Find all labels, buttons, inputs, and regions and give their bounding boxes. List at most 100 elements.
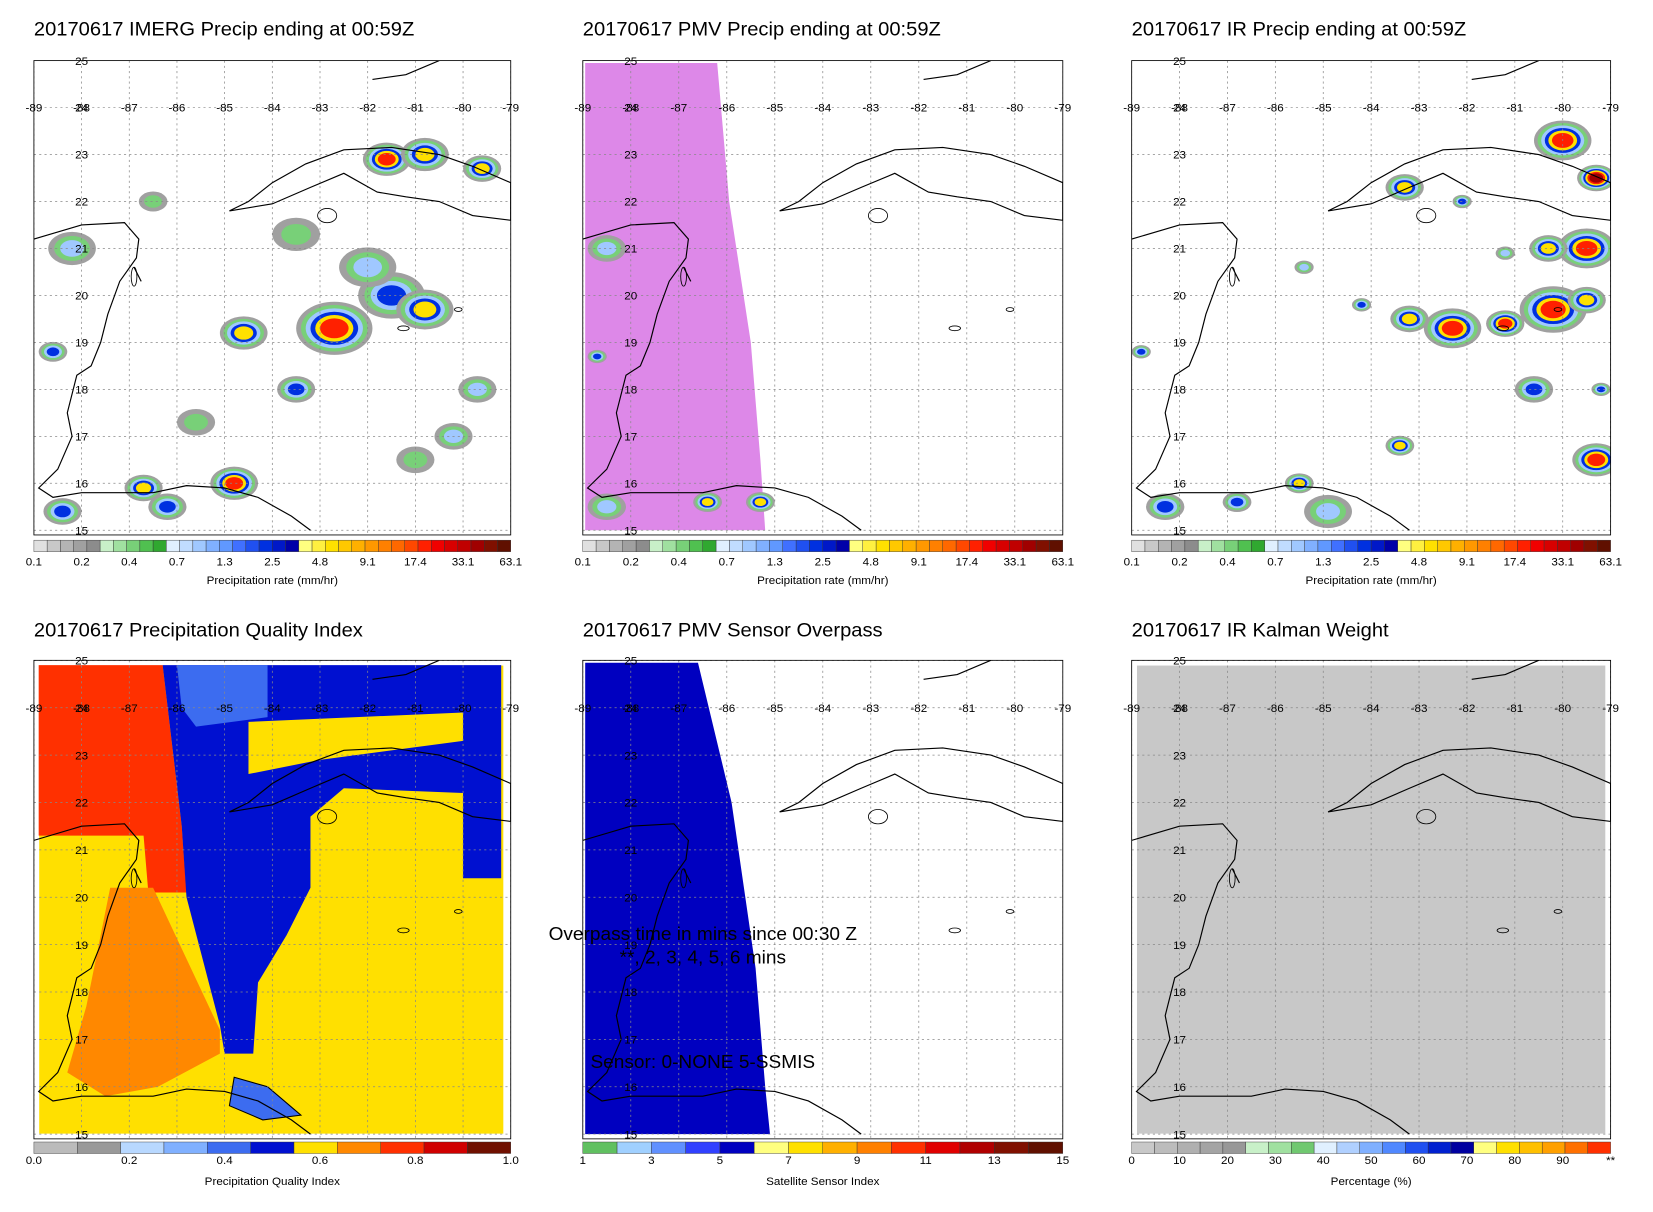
lat-label: 21 [1173,244,1186,256]
lon-label: -79 [502,703,519,715]
precip-blob [1441,320,1464,336]
precip-blob [1498,318,1513,329]
colorbar-swatch [1317,539,1332,552]
colorbar-swatch [616,1141,652,1154]
colorbar-swatch [1304,539,1319,552]
quality-region [248,712,464,775]
lat-label: 15 [75,525,88,537]
lat-label: 21 [75,845,88,857]
lat-label: 24 [75,103,89,115]
panel-title: 20170617 IMERG Precip ending at 00:59Z [34,19,414,41]
colorbar-swatch [1570,539,1585,552]
lon-label: -87 [670,703,687,715]
precip-blob [1137,348,1146,355]
colorbar-swatch [849,539,864,552]
colorbar-swatch [1022,539,1037,552]
colorbar-title: Percentage (%) [1331,1176,1412,1188]
lon-label: -89 [1123,703,1140,715]
island [454,307,463,312]
colorbar-swatch [982,539,997,552]
precip-blob [281,223,312,245]
lon-label: -89 [25,703,42,715]
panel-title: 20170617 IR Precip ending at 00:59Z [1132,19,1467,41]
lon-label: -79 [502,103,519,115]
colorbar-swatch [497,539,511,552]
precip-blob [135,482,152,494]
island [397,325,410,332]
colorbar-label: 1.3 [1315,556,1331,568]
lat-label: 25 [75,56,88,68]
colorbar-swatch [1359,1141,1383,1154]
colorbar-swatch [875,539,890,552]
map-frame [1131,60,1612,536]
colorbar-label: 0.4 [1219,556,1236,568]
colorbar-swatch [675,539,690,552]
lon-label: -81 [407,103,424,115]
sensor-swath [585,662,770,1135]
lat-label: 22 [624,798,637,810]
lat-label: 18 [75,385,88,397]
island [454,909,463,914]
coastline [1471,60,1540,80]
colorbar-swatch [929,539,944,552]
colorbar-label: ** [1606,1155,1616,1167]
colorbar-swatch [925,1141,961,1154]
colorbar-swatch [166,539,180,552]
lon-label: -83 [1411,103,1428,115]
coastline [582,823,862,1135]
colorbar-label: 2.5 [815,556,831,568]
colorbar-swatch [1277,539,1292,552]
lon-label: -86 [718,703,735,715]
precip-blob [144,195,163,208]
colorbar-swatch [1184,539,1199,552]
colorbar-swatch [715,539,730,552]
lat-label: 17 [1173,1035,1186,1047]
colorbar-label: 11 [920,1155,932,1167]
lon-label: -80 [1006,703,1023,715]
colorbar-label: 0.1 [26,556,42,568]
coastline [1327,146,1611,221]
coastline [33,222,311,531]
lat-label: 18 [75,987,88,999]
colorbar-label: 60 [1413,1155,1426,1167]
colorbar-swatch [1464,539,1478,552]
lon-label: -83 [862,103,879,115]
lon-label: -84 [814,703,831,715]
lon-label: -85 [216,703,233,715]
lat-label: 15 [624,525,637,537]
colorbar-swatch [1131,539,1146,552]
colorbar-swatch [272,539,286,552]
lat-label: 25 [1173,56,1186,68]
lon-label: -89 [1123,103,1140,115]
colorbar-swatch [1009,539,1024,552]
colorbar-swatch [795,539,810,552]
colorbar-swatch [1530,539,1545,552]
lat-label: 22 [75,197,88,209]
coastline [372,660,440,680]
colorbar-swatch [1473,1141,1497,1154]
colorbar-label: 9 [854,1155,860,1167]
precip-blob [234,326,254,340]
lat-label: 23 [75,150,88,162]
map-panel: 20170617 IR Precip ending at 00:59Z 25 24 2… [1123,19,1622,587]
lat-label: 22 [75,798,88,810]
lon-label: -83 [862,703,879,715]
coastline [133,266,142,282]
coastline [229,747,511,822]
precip-blob [287,383,305,396]
colorbar-swatch [1291,1141,1315,1154]
lat-label: 16 [1173,1082,1186,1094]
lon-label: -84 [264,103,281,115]
precip-blob [353,257,382,278]
island [130,266,138,287]
colorbar-label: 17.4 [955,556,978,568]
colorbar-swatch [822,1141,858,1154]
precip-blob [1397,182,1413,193]
map-field [1131,660,1611,1139]
colorbar-swatch [742,539,757,552]
coastline [582,222,862,531]
colorbar-swatch [33,1141,78,1154]
colorbar-swatch [431,539,445,552]
colorbar-swatch [457,539,472,552]
lat-label: 19 [1173,338,1186,350]
